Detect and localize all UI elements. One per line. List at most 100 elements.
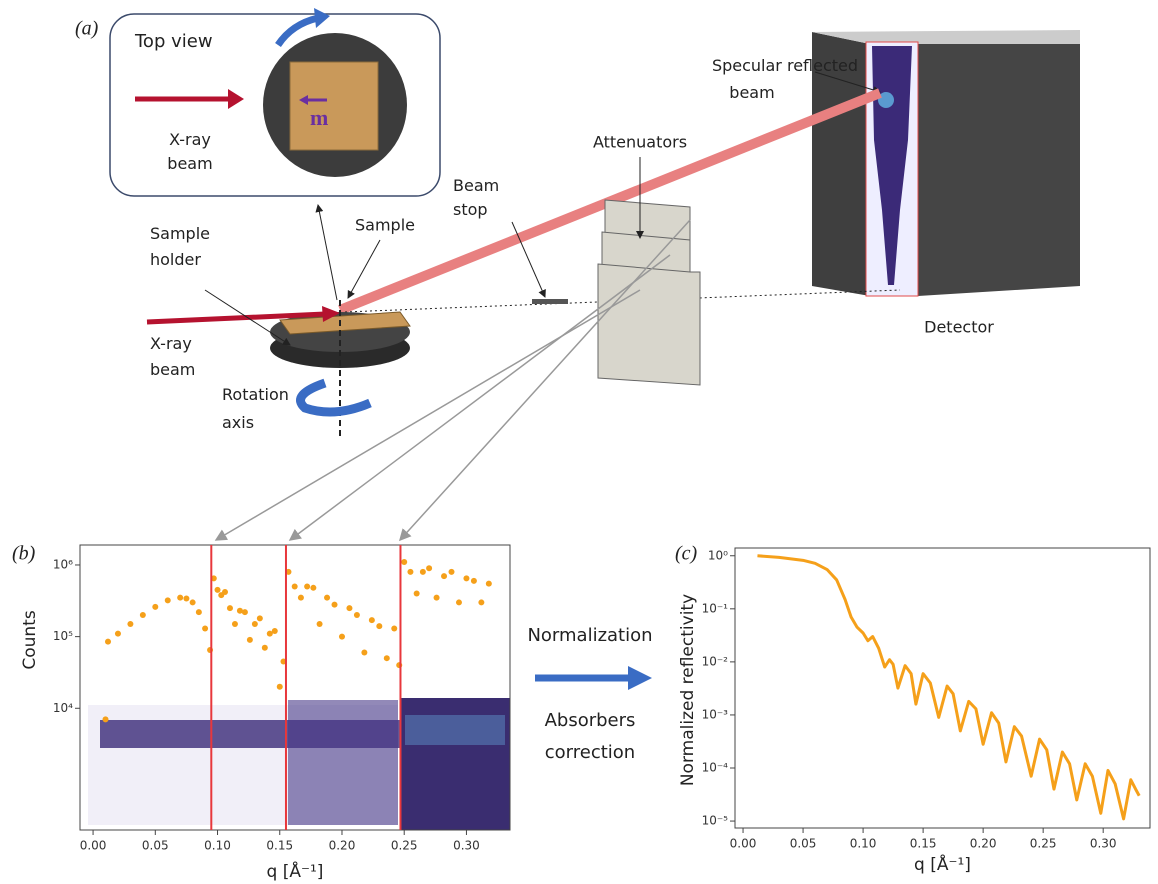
data-point	[105, 639, 111, 645]
x-tick-label: 0.25	[1030, 837, 1057, 851]
x-tick-label: 0.15	[266, 839, 293, 853]
pointer	[318, 205, 337, 300]
data-point	[407, 569, 413, 575]
data-point	[247, 637, 253, 643]
page: (a) Top view X-raybeam m Specular reflec…	[0, 0, 1158, 884]
data-point	[384, 655, 390, 661]
data-point	[414, 590, 420, 596]
data-point	[292, 584, 298, 590]
data-point	[272, 628, 278, 634]
data-point	[369, 617, 375, 623]
data-point	[277, 684, 283, 690]
data-point	[202, 625, 208, 631]
detector-label: Detector	[924, 318, 994, 337]
data-point	[165, 597, 171, 603]
y-tick-label: 10⁴	[53, 701, 73, 715]
normalization-label: Normalization	[527, 625, 652, 646]
data-point	[346, 605, 352, 611]
beam-stop	[532, 299, 568, 304]
x-tick-label: 0.10	[204, 839, 231, 853]
top-view-label: Top view	[134, 31, 213, 52]
y-axis-label: Counts	[20, 610, 40, 669]
plot-frame	[735, 548, 1150, 828]
y-axis-label: Normalized reflectivity	[678, 594, 698, 786]
holder-label: Sampleholder	[150, 224, 210, 269]
panel-label: (a)	[75, 18, 99, 40]
y-tick-label: 10⁶	[53, 557, 73, 571]
x-axis-label: q [Å⁻¹]	[914, 853, 971, 875]
data-point	[190, 599, 196, 605]
data-point	[257, 615, 263, 621]
sample-label: Sample	[355, 216, 415, 235]
attenuators-label: Attenuators	[593, 133, 687, 152]
connector	[290, 255, 670, 540]
data-point	[298, 595, 304, 601]
beam-stop-label: Beamstop	[453, 176, 499, 219]
data-line	[757, 556, 1139, 819]
x-tick-label: 0.25	[391, 839, 418, 853]
data-point	[420, 569, 426, 575]
y-tick-label: 10⁻²	[702, 654, 729, 668]
data-point	[103, 716, 109, 722]
data-point	[152, 604, 158, 610]
data-point	[441, 573, 447, 579]
heatmap-band	[405, 715, 505, 745]
data-point	[391, 625, 397, 631]
data-point	[449, 569, 455, 575]
data-point	[339, 634, 345, 640]
y-tick-label: 10⁰	[708, 548, 728, 562]
data-point	[471, 578, 477, 584]
x-tick-label: 0.30	[453, 839, 480, 853]
data-point	[196, 609, 202, 615]
x-tick-label: 0.15	[910, 837, 937, 851]
data-point	[215, 587, 221, 593]
x-tick-label: 0.05	[790, 837, 817, 851]
panel-label: (b)	[12, 543, 36, 565]
data-point	[310, 585, 316, 591]
data-point	[222, 589, 228, 595]
data-point	[127, 621, 133, 627]
sample-square	[290, 62, 378, 150]
figure: (a) Top view X-raybeam m Specular reflec…	[0, 0, 1158, 884]
x-tick-label: 0.05	[142, 839, 169, 853]
data-point	[115, 631, 121, 637]
y-tick-label: 10⁻¹	[702, 601, 729, 615]
data-point	[304, 584, 310, 590]
data-point	[252, 621, 258, 627]
data-point	[232, 621, 238, 627]
y-tick-label: 10⁻³	[702, 707, 729, 721]
y-tick-label: 10⁵	[53, 629, 73, 643]
y-tick-label: 10⁻⁴	[702, 760, 729, 774]
x-tick-label: 0.00	[80, 839, 107, 853]
attenuator	[598, 264, 700, 385]
rotation-arrow	[301, 383, 371, 412]
data-point	[401, 559, 407, 565]
data-point	[434, 595, 440, 601]
data-point	[317, 621, 323, 627]
data-point	[242, 609, 248, 615]
x-tick-label: 0.30	[1090, 837, 1117, 851]
data-point	[456, 599, 462, 605]
data-point	[140, 612, 146, 618]
panel-label: (c)	[675, 543, 698, 565]
data-point	[324, 595, 330, 601]
data-point	[332, 602, 338, 608]
x-tick-label: 0.20	[970, 837, 997, 851]
x-tick-label: 0.10	[850, 837, 877, 851]
x-axis-label: q [Å⁻¹]	[267, 860, 324, 882]
data-point	[354, 612, 360, 618]
heatmap	[288, 700, 398, 825]
data-point	[177, 595, 183, 601]
moment-label: m	[310, 105, 328, 130]
pointer	[348, 240, 380, 298]
data-point	[486, 581, 492, 587]
data-point	[262, 645, 268, 651]
detector-front	[918, 44, 1080, 296]
rotation-label: Rotationaxis	[222, 385, 289, 432]
data-point	[227, 605, 233, 611]
process-arrow-head	[628, 666, 652, 690]
data-point	[376, 623, 382, 629]
data-point	[426, 565, 432, 571]
